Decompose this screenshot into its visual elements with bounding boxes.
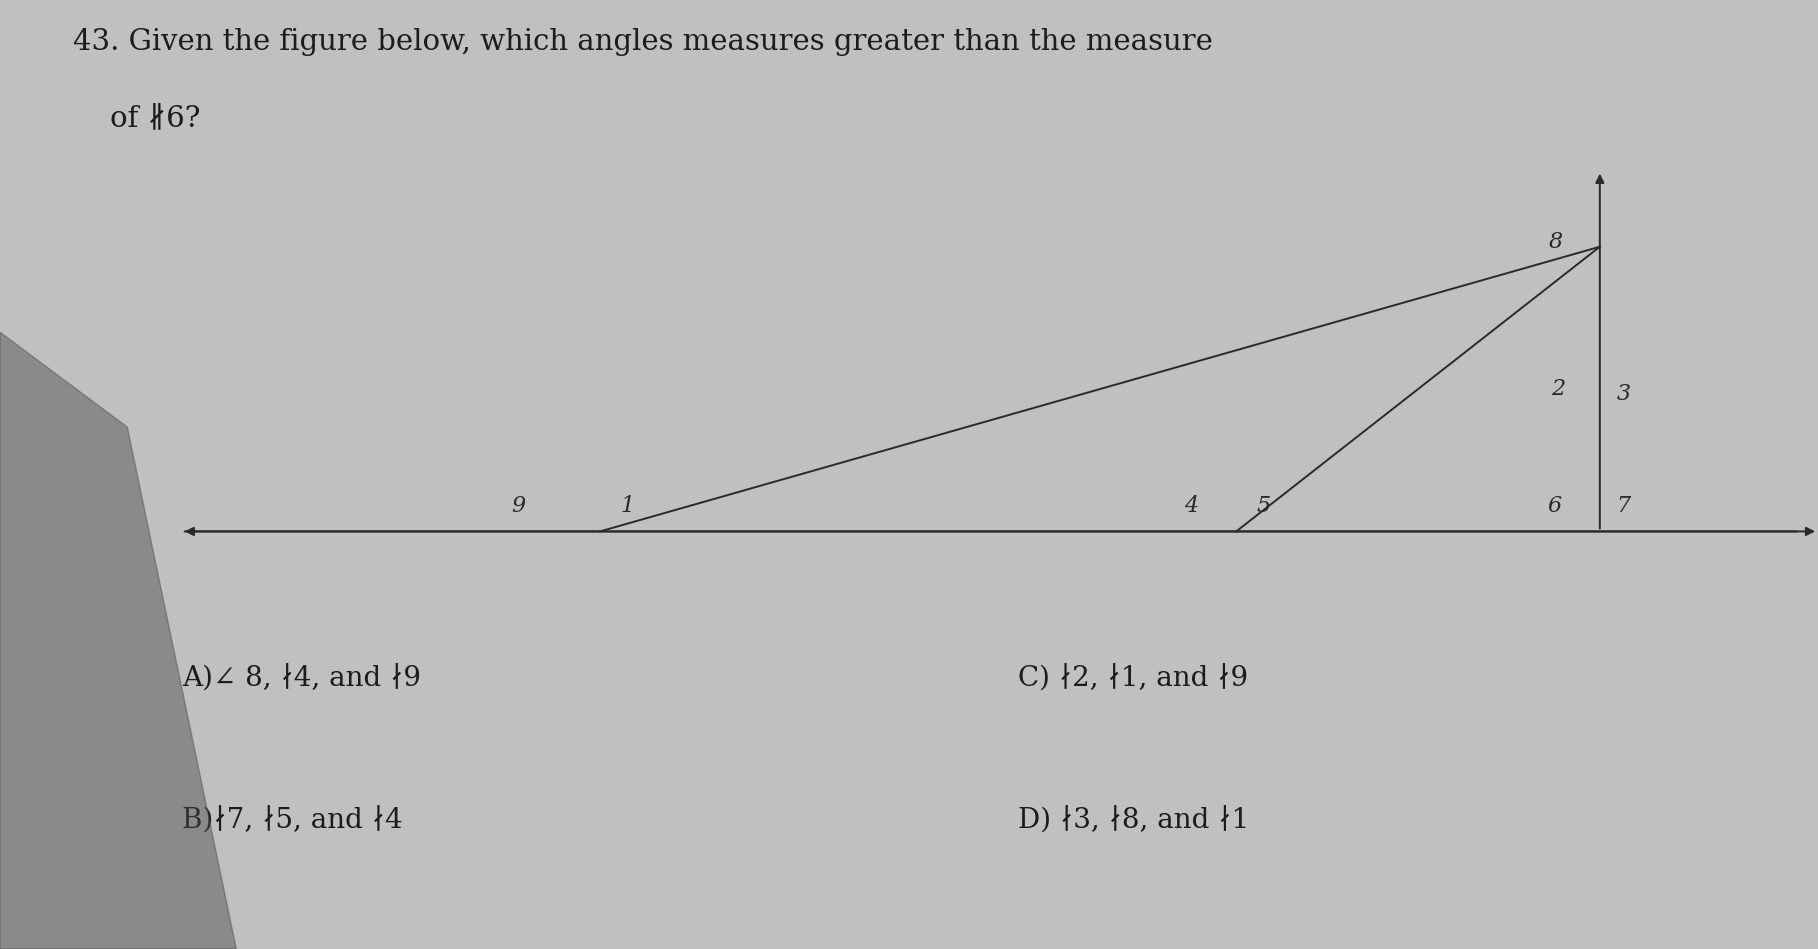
- Text: D) ∤3, ∤8, and ∤1: D) ∤3, ∤8, and ∤1: [1018, 807, 1249, 834]
- Text: 1: 1: [620, 495, 634, 517]
- Text: 43. Given the figure below, which angles measures greater than the measure: 43. Given the figure below, which angles…: [73, 28, 1213, 57]
- Text: 2: 2: [1551, 378, 1565, 400]
- Text: A)∠ 8, ∤4, and ∤9: A)∠ 8, ∤4, and ∤9: [182, 664, 420, 692]
- Text: of ∦6?: of ∦6?: [73, 104, 200, 133]
- Text: C) ∤2, ∤1, and ∤9: C) ∤2, ∤1, and ∤9: [1018, 664, 1249, 692]
- Text: 9: 9: [511, 495, 525, 517]
- Text: 4: 4: [1184, 495, 1198, 517]
- Text: 3: 3: [1616, 382, 1631, 405]
- Text: B)∤7, ∤5, and ∤4: B)∤7, ∤5, and ∤4: [182, 807, 402, 834]
- Text: 6: 6: [1547, 495, 1562, 517]
- Text: 8: 8: [1549, 231, 1563, 253]
- Text: 5: 5: [1256, 495, 1271, 517]
- Polygon shape: [0, 332, 236, 949]
- Text: 7: 7: [1616, 495, 1631, 517]
